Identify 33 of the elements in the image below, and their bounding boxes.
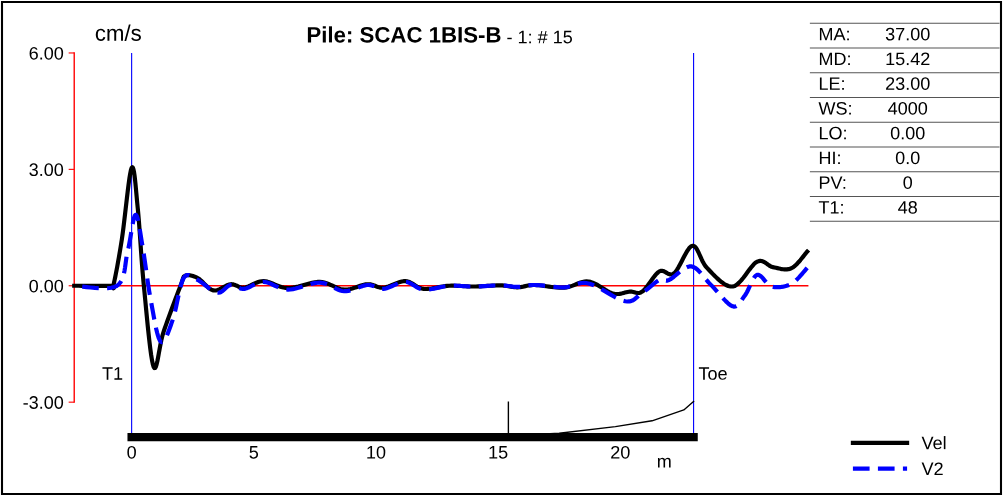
x-tick-label: 0: [127, 445, 136, 459]
text: 0: [903, 176, 913, 189]
y-tick-label: 0.00: [29, 279, 64, 293]
text: 0.0: [895, 151, 920, 165]
text: T1:: [818, 201, 843, 214]
ref-line-label: Toe: [698, 367, 727, 380]
text: LO:: [819, 126, 846, 140]
text: PV:: [819, 176, 846, 189]
text: 4000: [888, 101, 928, 115]
text: MD:: [819, 52, 850, 66]
text: 0.00: [890, 126, 925, 140]
text: 37.00: [885, 27, 930, 41]
text: 23.00: [886, 77, 930, 90]
x-tick-label: 15: [489, 446, 508, 459]
chart-subtitle: - 1: # 15: [507, 30, 572, 44]
y-tick-label: -3.00: [23, 396, 64, 409]
ref-line-label: T1: [102, 367, 123, 380]
text: 15.42: [886, 52, 930, 66]
legend-label: Vel: [921, 436, 946, 450]
y-axis-title: cm/s: [95, 24, 141, 41]
text: 48: [898, 200, 917, 214]
text: LE:: [819, 77, 844, 90]
legend-label: V2: [921, 462, 943, 475]
x-tick-label: 5: [249, 446, 259, 459]
y-tick-label: 3.00: [29, 163, 64, 177]
y-tick-label: 6.00: [29, 46, 64, 60]
x-tick-label: 10: [367, 445, 386, 459]
text: WS:: [818, 101, 851, 115]
chart-title: Pile: SCAC 1BIS-B: [307, 26, 501, 43]
text: HI:: [819, 151, 840, 165]
text: MA:: [819, 27, 849, 41]
x-tick-label: 20: [611, 445, 630, 459]
x-axis-title: m: [657, 457, 671, 468]
